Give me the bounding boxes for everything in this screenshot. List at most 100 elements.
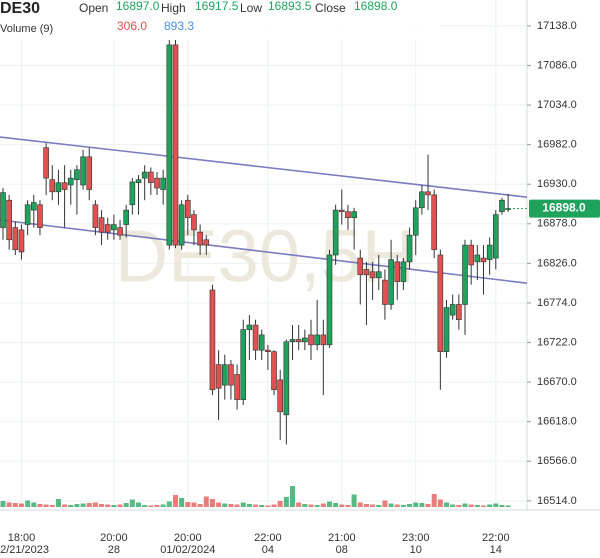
x-tick-label: 20:00 [100,532,128,544]
candle-body [203,239,210,246]
header: DE30 Volume (9) Open 16897.0 High 16917.5 Lo… [0,0,440,40]
candle-body [221,364,228,386]
volume-value: 893.3 [164,19,194,33]
volume-bar [450,504,456,507]
volume-bar [209,499,215,507]
candle-body [12,227,19,250]
candle-body [111,224,117,231]
volume-bar [462,503,468,507]
candle-body [37,204,43,228]
volume-bar [99,504,105,507]
candle-body [462,244,468,305]
candle-body [258,334,265,351]
candle-body [456,304,462,321]
volume-bar [437,499,443,507]
candle-body [228,364,234,386]
x-date-label: 08 [336,544,348,556]
candle-body [499,199,505,212]
volume-bar [345,505,351,507]
volume-bar [302,504,308,507]
candle-body [265,349,271,352]
volume-bar [308,504,314,507]
x-tick-label: 21:00 [328,532,356,544]
candle-body [246,324,253,330]
x-date-label: 10 [410,544,422,556]
volume-bar [431,494,437,507]
candle-body [92,204,99,228]
volume-bar [166,501,172,507]
volume-bar [370,504,376,507]
candle-body [474,254,481,263]
volume-bar [80,503,86,507]
symbol: DE30 [0,0,40,17]
volume-bar [271,504,277,507]
volume-bar [283,497,289,507]
candle-body [449,304,456,316]
volume-bar [160,504,166,507]
volume-bar [382,500,388,507]
candle-body [320,334,327,346]
header-value: 16917.5 [195,0,239,13]
volume-bar [314,505,320,507]
volume-bar [240,502,246,507]
candle-body [480,257,487,263]
candle-body [148,171,154,183]
y-tick-label: 16826.0 [537,257,577,269]
x-date-label: 28 [108,544,120,556]
volume-bar [105,504,111,507]
candle-body [234,374,240,400]
volume-bar [456,505,462,507]
candle-body [412,207,419,236]
candle-body [197,231,203,246]
volume-bar [290,486,296,507]
volume-bar [357,502,363,507]
volume-bar [468,504,474,507]
volume-bar [425,504,431,507]
candle-body [252,324,259,351]
volume-bar [234,504,240,507]
candle-body [375,271,382,279]
volume-bar [136,502,142,507]
x-tick-label: 22:00 [482,532,510,544]
volume-bar [203,496,209,507]
volume-bar [86,503,92,507]
candle-body [345,211,351,219]
candle-body [135,179,142,183]
volume-bar [142,505,148,507]
volume-bar [49,505,55,507]
candle-body [443,307,450,352]
candle-body [332,209,339,256]
volume-bar [388,503,394,507]
volume-bar [228,504,234,507]
candle-body [302,337,308,343]
header-bg [0,0,440,40]
volume-bar [197,504,203,507]
volume-bar [74,504,80,507]
y-tick-label: 16878.0 [537,218,577,230]
header-value: 16898.0 [354,0,398,13]
candle-body [98,217,105,233]
volume-bar [216,502,222,507]
candle-body [289,339,296,343]
candle-body [185,199,191,219]
y-tick-label: 16514.0 [537,495,577,507]
candle-body [486,244,493,260]
volume-bar [6,502,12,507]
volume-bar [487,504,493,507]
candle-body [191,214,197,231]
candle-body [6,199,12,241]
header-label: Open [79,1,108,15]
candle-body [406,234,413,263]
volume-bar [480,505,486,507]
candle-body [30,202,37,211]
candle-body [308,334,314,346]
volume-bar [185,502,191,507]
header-label: High [161,1,186,15]
candle-body [338,209,345,212]
volume-bar [394,504,400,507]
volume-bar [363,504,369,507]
candle-body [394,261,401,282]
trendline [0,136,528,198]
